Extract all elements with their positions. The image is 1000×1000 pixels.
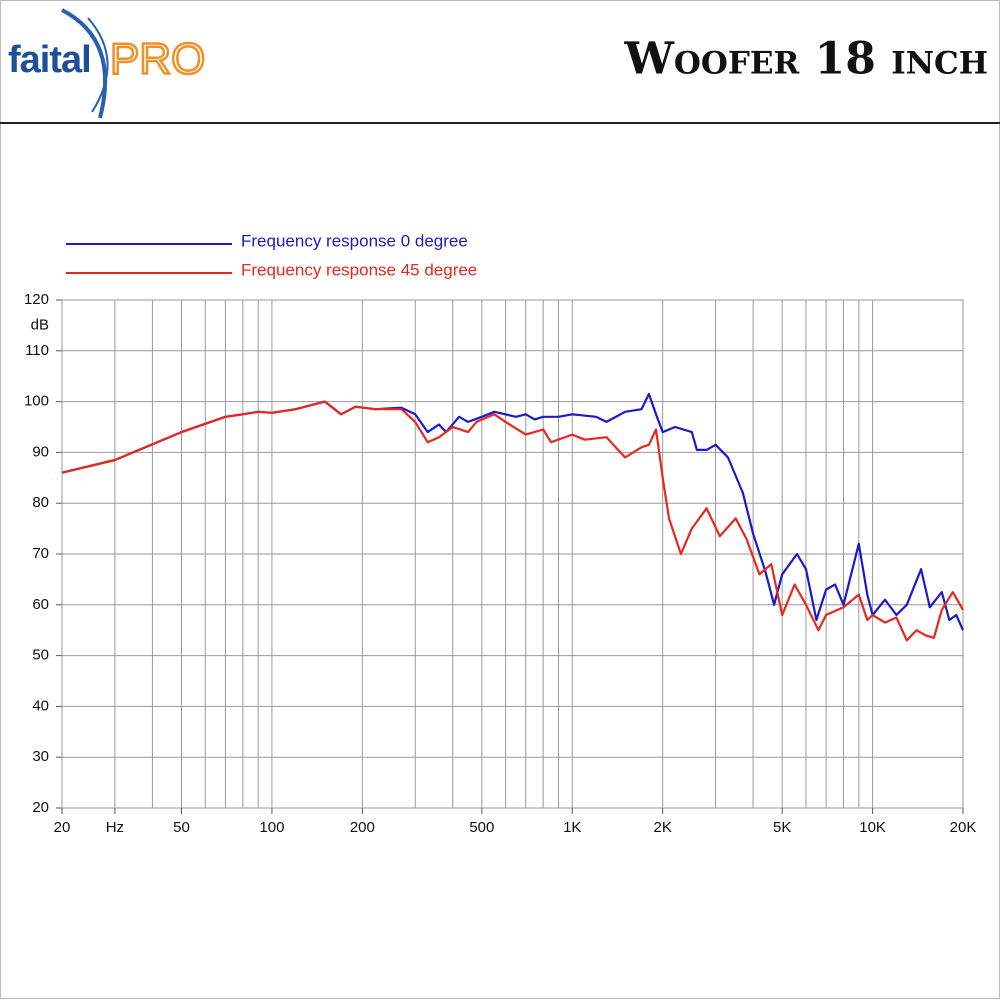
x-tick-label: 100: [259, 819, 284, 836]
logo-arc: [87, 17, 109, 113]
logo-text: PRO: [110, 35, 205, 84]
x-tick-label: 1K: [563, 819, 581, 836]
page-title: Woofer 18 inch: [624, 34, 989, 85]
x-tick-label: 10K: [859, 819, 886, 836]
y-tick-label: 40: [32, 697, 49, 714]
y-tick-label: 70: [32, 545, 49, 562]
logo-arc: [61, 8, 108, 119]
x-tick-label: Hz: [106, 819, 124, 836]
series-line: [61, 400, 964, 642]
logo-text: faital: [8, 39, 91, 81]
y-tick-label: 120: [24, 291, 49, 308]
y-tick-label: 100: [24, 393, 49, 410]
y-tick-label: 60: [32, 596, 49, 613]
x-tick-label: 50: [173, 819, 190, 836]
legend-label: Frequency response 45 degree: [241, 260, 477, 279]
x-tick-label: 500: [469, 819, 494, 836]
x-tick-label: 200: [350, 819, 375, 836]
plot: 20 30 40 50 60 70 80 90 100 110 120 dB 20 Hz 50 100 200 5…: [24, 231, 976, 835]
y-tick-label: 90: [32, 443, 49, 460]
y-tick-label: 80: [32, 494, 49, 511]
y-tick-label: 50: [32, 647, 49, 664]
x-tick-label: 2K: [653, 819, 671, 836]
y-tick-label: 30: [32, 748, 49, 765]
legend-label: Frequency response 0 degree: [241, 231, 468, 250]
logo: faital PRO: [8, 8, 207, 119]
y-tick-label: 20: [32, 799, 49, 816]
x-tick-label: 20K: [950, 819, 977, 836]
x-tick-label: 5K: [773, 819, 791, 836]
y-tick-label: 110: [25, 342, 49, 359]
y-axis-label: dB: [31, 316, 49, 333]
x-tick-label: 20: [54, 819, 71, 836]
